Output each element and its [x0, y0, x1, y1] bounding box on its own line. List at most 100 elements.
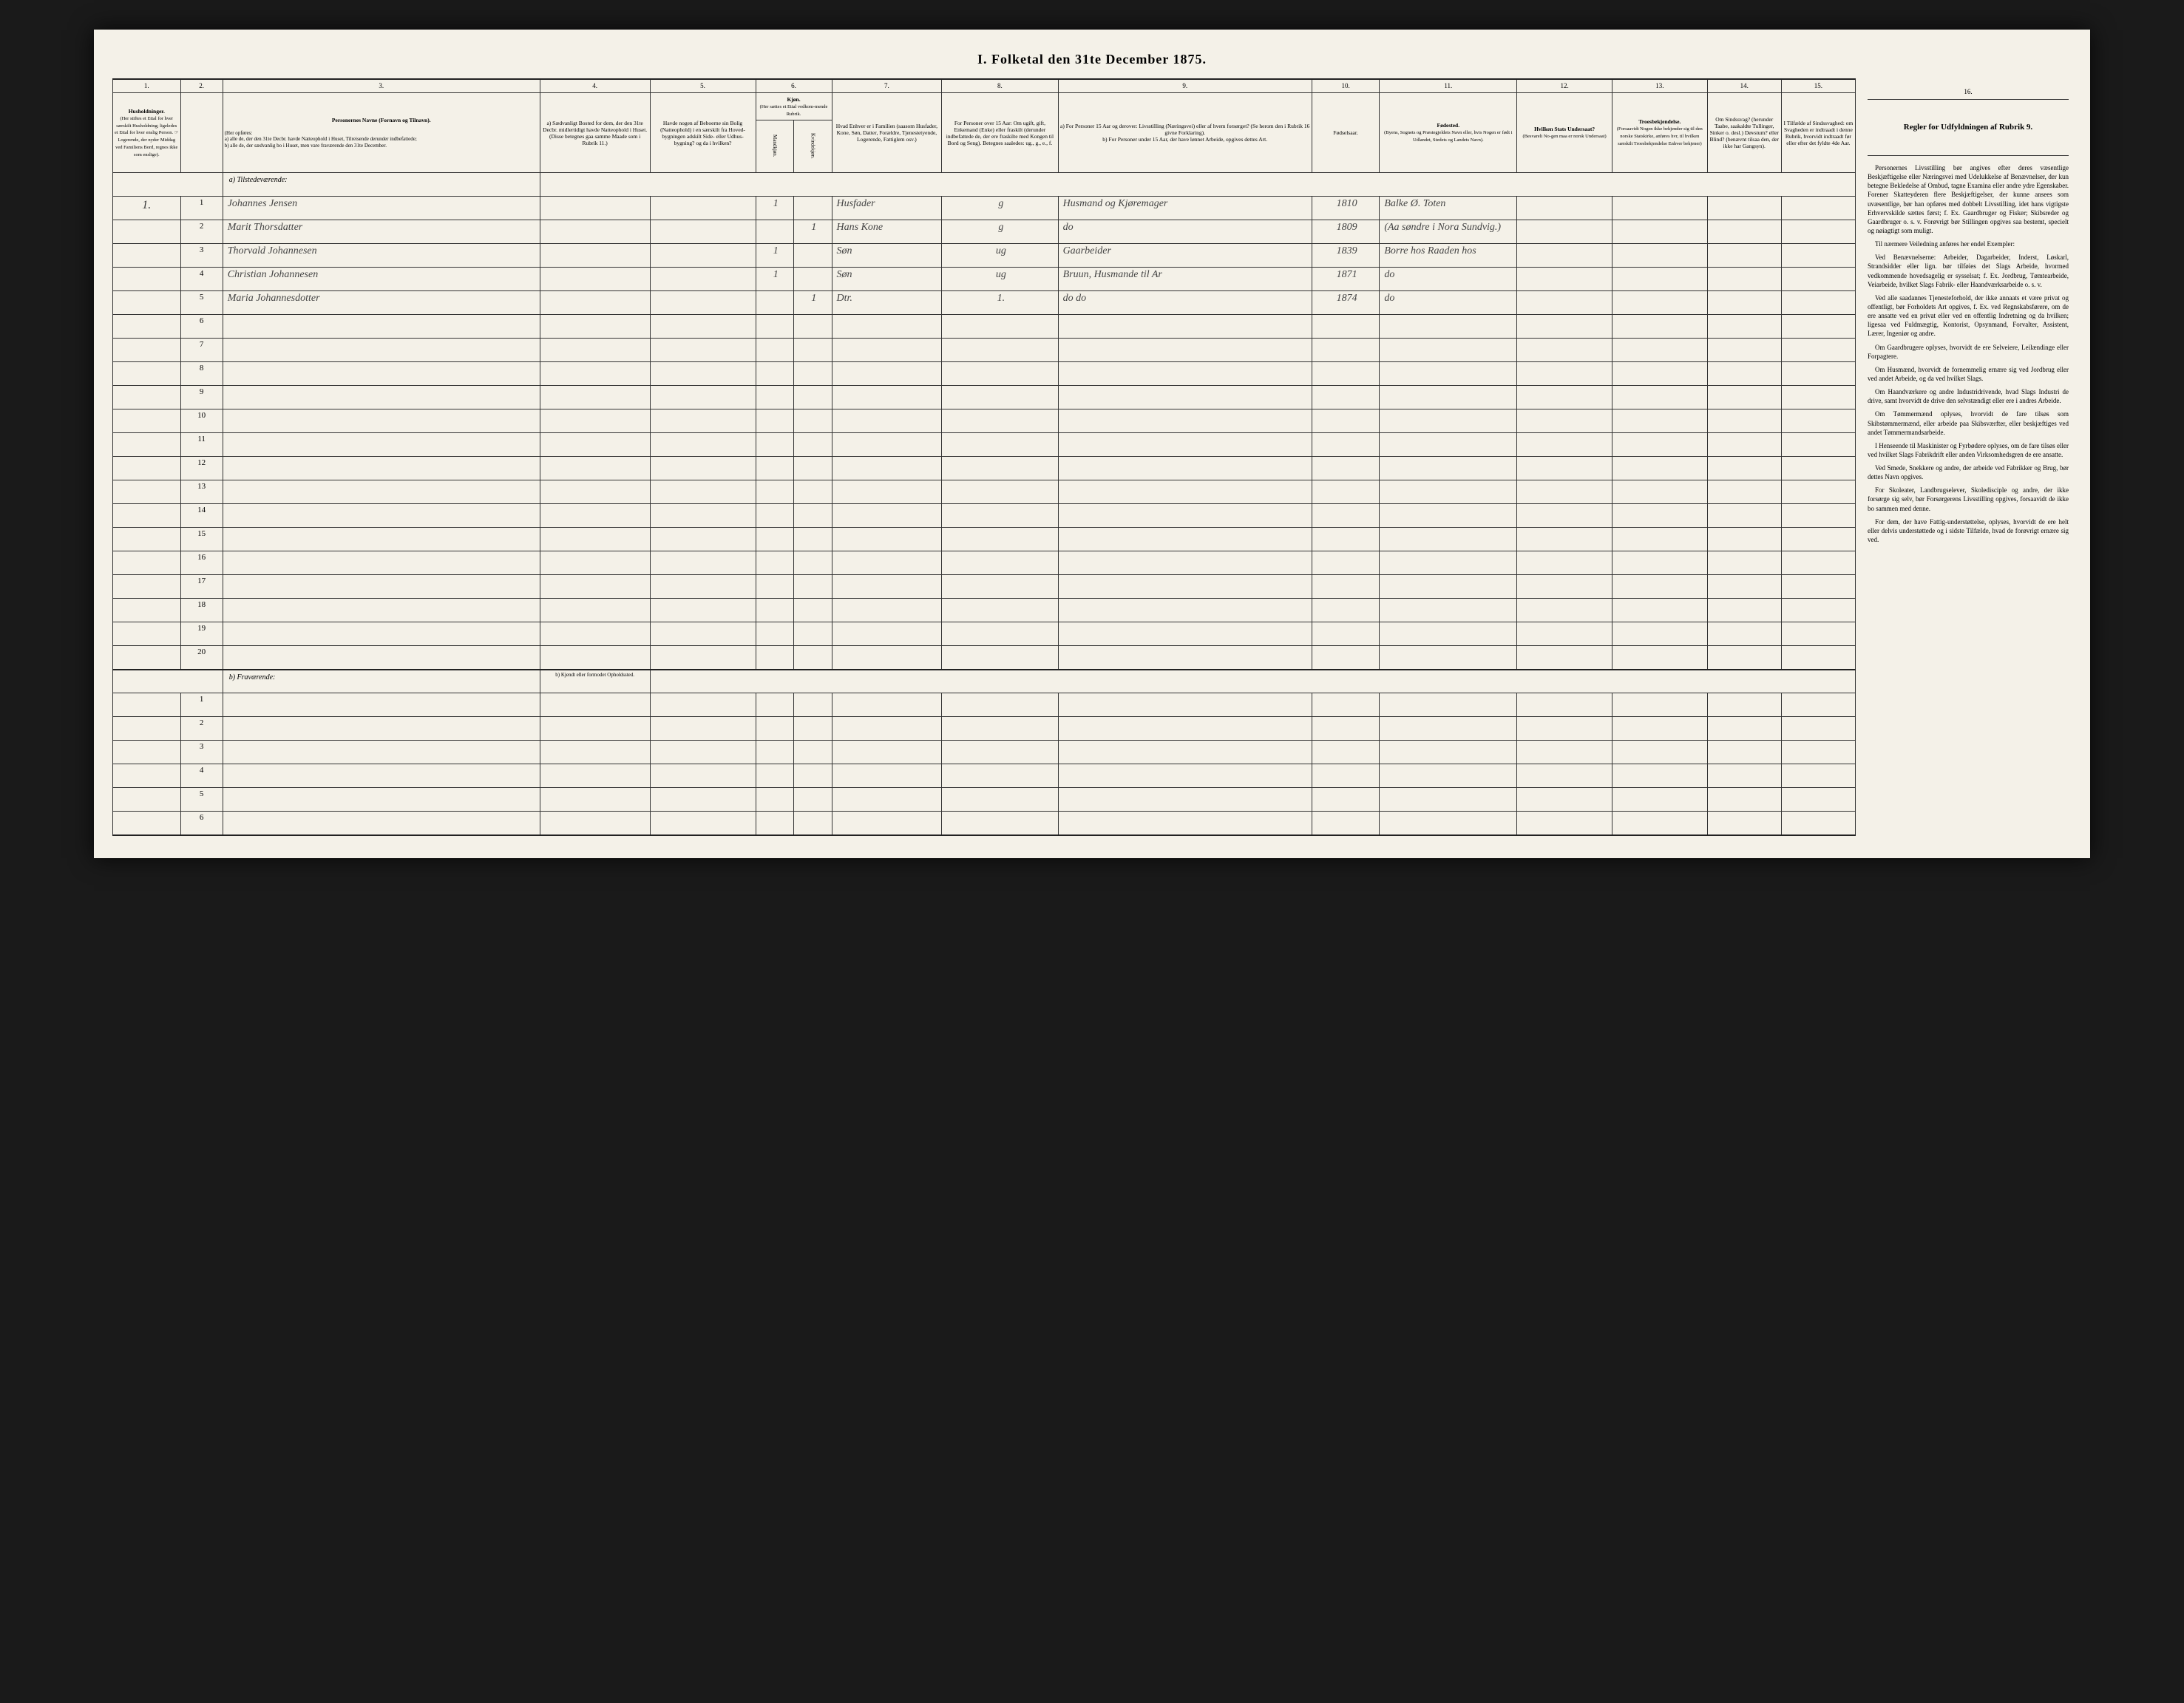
- cell-blank: [794, 788, 832, 812]
- cell-blank: [1707, 575, 1781, 599]
- cell-household: [113, 741, 181, 764]
- cell-blank: [540, 386, 650, 409]
- cell-household: [113, 551, 181, 575]
- blank: [650, 670, 1855, 693]
- tbody-present: a) Tilstedeværende: 1.1Johannes Jensen1H…: [113, 173, 1856, 670]
- cell-blank: [1058, 362, 1312, 386]
- cell-blank: [1781, 575, 1855, 599]
- cell-marital: ug: [942, 244, 1058, 268]
- cell-blank: [942, 812, 1058, 835]
- cell-blank: [1058, 622, 1312, 646]
- cell-14: [1707, 220, 1781, 244]
- cell-blank: [1517, 551, 1612, 575]
- cell-blank: [223, 575, 540, 599]
- cell-rownum: 3: [180, 244, 223, 268]
- cell-blank: [942, 339, 1058, 362]
- cell-blank: [1058, 409, 1312, 433]
- cell-blank: [1312, 646, 1380, 670]
- cell-blank: [650, 741, 756, 764]
- cell-blank: [794, 457, 832, 480]
- cell-blank: [794, 646, 832, 670]
- cell-blank: [540, 622, 650, 646]
- cell-blank: [1781, 812, 1855, 835]
- cell-blank: [942, 528, 1058, 551]
- cell-blank: [756, 433, 793, 457]
- colnum: 1.: [113, 79, 181, 92]
- cell-blank: [942, 646, 1058, 670]
- table-row: 2: [113, 717, 1856, 741]
- instructions-paragraph: I Henseende til Maskinister og Fyrbødere…: [1868, 441, 2069, 459]
- census-page: I. Folketal den 31te December 1875. 1. 2…: [94, 30, 2090, 858]
- cell-blank: [223, 480, 540, 504]
- cell-blank: [1058, 741, 1312, 764]
- cell-blank: [223, 599, 540, 622]
- cell-occupation: Gaarbeider: [1058, 244, 1312, 268]
- cell-blank: [650, 409, 756, 433]
- cell-blank: [1517, 386, 1612, 409]
- cell-blank: [1517, 362, 1612, 386]
- table-row: 5: [113, 788, 1856, 812]
- colnum: 8.: [942, 79, 1058, 92]
- colnum: 6.: [756, 79, 832, 92]
- cell-name: Marit Thorsdatter: [223, 220, 540, 244]
- cell-rownum: 5: [180, 788, 223, 812]
- table-row: 18: [113, 599, 1856, 622]
- cell-blank: [1380, 457, 1517, 480]
- cell-marital: ug: [942, 268, 1058, 291]
- cell-blank: [1058, 812, 1312, 835]
- cell-12: [1517, 244, 1612, 268]
- cell-blank: [942, 599, 1058, 622]
- header-names: Personernes Navne (Fornavn og Tilnavn). …: [223, 92, 540, 173]
- cell-5: [650, 291, 756, 315]
- cell-blank: [1058, 717, 1312, 741]
- cell-blank: [223, 362, 540, 386]
- cell-blank: [540, 528, 650, 551]
- cell-blank: [832, 480, 942, 504]
- cell-rownum: 2: [180, 220, 223, 244]
- cell-blank: [794, 315, 832, 339]
- cell-blank: [1312, 812, 1380, 835]
- cell-blank: [1612, 622, 1707, 646]
- cell-blank: [1312, 433, 1380, 457]
- cell-blank: [1707, 812, 1781, 835]
- cell-blank: [1781, 717, 1855, 741]
- cell-blank: [832, 788, 942, 812]
- cell-blank: [1612, 480, 1707, 504]
- cell-blank: [1612, 504, 1707, 528]
- cell-14: [1707, 244, 1781, 268]
- cell-household: [113, 646, 181, 670]
- h13-sub: (Forsaavidt Nogen ikke bekjender sig til…: [1617, 126, 1703, 146]
- header-8: For Personer over 15 Aar: Om ugift, gift…: [942, 92, 1058, 173]
- cell-rownum: 2: [180, 717, 223, 741]
- cell-blank: [832, 622, 942, 646]
- cell-blank: [1781, 528, 1855, 551]
- cell-female: [794, 197, 832, 220]
- cell-blank: [1312, 551, 1380, 575]
- cell-blank: [223, 433, 540, 457]
- cell-blank: [942, 504, 1058, 528]
- cell-marital: g: [942, 220, 1058, 244]
- cell-blank: [540, 693, 650, 717]
- cell-blank: [942, 764, 1058, 788]
- cell-birthplace: do: [1380, 291, 1517, 315]
- cell-5: [650, 197, 756, 220]
- cell-blank: [832, 599, 942, 622]
- cell-blank: [794, 480, 832, 504]
- cell-blank: [1380, 717, 1517, 741]
- cell-blank: [650, 622, 756, 646]
- cell-blank: [540, 812, 650, 835]
- cell-household: [113, 457, 181, 480]
- cell-blank: [756, 599, 793, 622]
- cell-blank: [650, 362, 756, 386]
- cell-blank: [832, 764, 942, 788]
- header-4: a) Sædvanligt Bosted for dem, der den 31…: [540, 92, 650, 173]
- header-11: Fødested. (Byens, Sognets og Præstegjeld…: [1380, 92, 1517, 173]
- cell-blank: [1380, 433, 1517, 457]
- cell-blank: [1781, 315, 1855, 339]
- cell-blank: [1707, 788, 1781, 812]
- cell-blank: [223, 409, 540, 433]
- cell-birthyear: 1871: [1312, 268, 1380, 291]
- cell-blank: [832, 693, 942, 717]
- table-row: 3: [113, 741, 1856, 764]
- cell-blank: [1707, 504, 1781, 528]
